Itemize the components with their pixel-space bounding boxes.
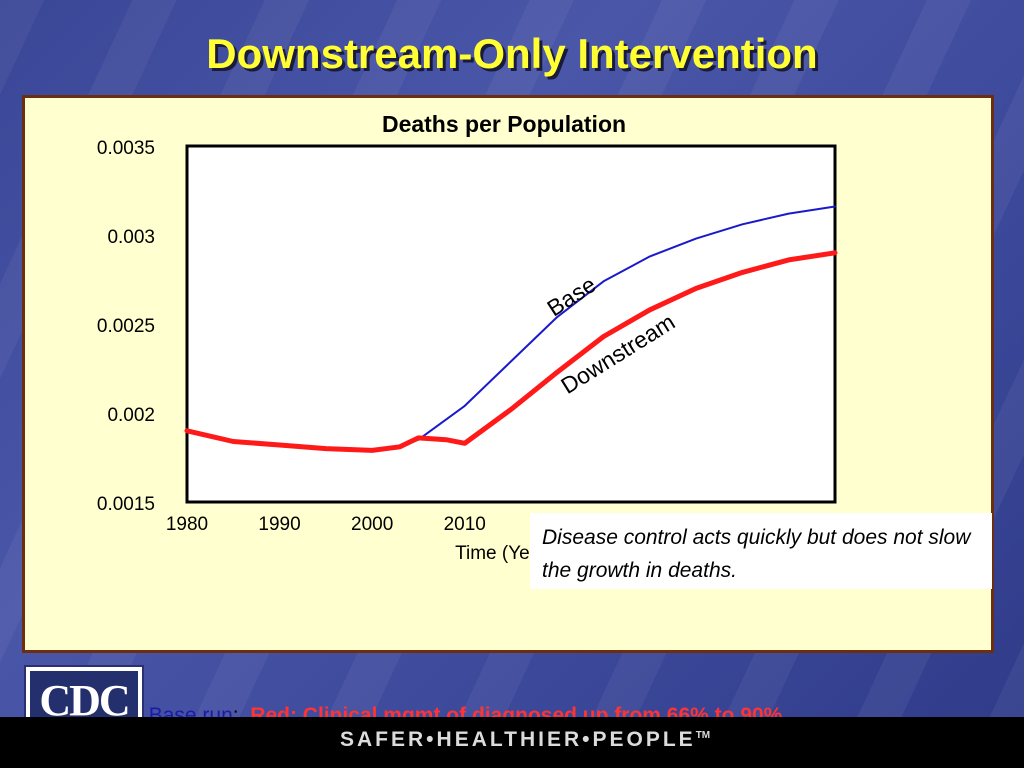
- footer-bar: [0, 717, 1024, 768]
- series-layer: [184, 205, 838, 453]
- tagline-text: SAFER•HEALTHIER•PEOPLE: [340, 728, 696, 751]
- x-tick-label: 2010: [444, 514, 486, 535]
- x-axis-label: Time (Year): [455, 543, 553, 564]
- y-tick-label: 0.0015: [97, 494, 155, 515]
- y-tick-label: 0.0035: [97, 138, 155, 159]
- y-tick-label: 0.003: [107, 227, 155, 248]
- chart-panel: Deaths per Population 0.0015 0.002 0.0025 0…: [22, 95, 994, 727]
- slide-title: Downstream-Only Intervention: [206, 30, 818, 77]
- x-tick-label: 1990: [258, 514, 300, 535]
- x-tick-label: 1980: [166, 514, 208, 535]
- trademark-mark: TM: [695, 730, 711, 741]
- y-axis-ticks: 0.0015 0.002 0.0025 0.003 0.0035: [97, 138, 155, 515]
- y-tick-label: 0.002: [107, 405, 155, 426]
- y-tick-label: 0.0025: [97, 316, 155, 337]
- series-line-downstream: [184, 250, 838, 453]
- chart-title: Deaths per Population: [382, 111, 626, 137]
- x-tick-label: 2000: [351, 514, 393, 535]
- annotation-box: Disease control acts quickly but does no…: [530, 513, 992, 589]
- plot-area: [185, 144, 837, 504]
- note-separator: ;: [232, 704, 239, 727]
- tagline: SAFER•HEALTHIER•PEOPLETM: [340, 728, 710, 752]
